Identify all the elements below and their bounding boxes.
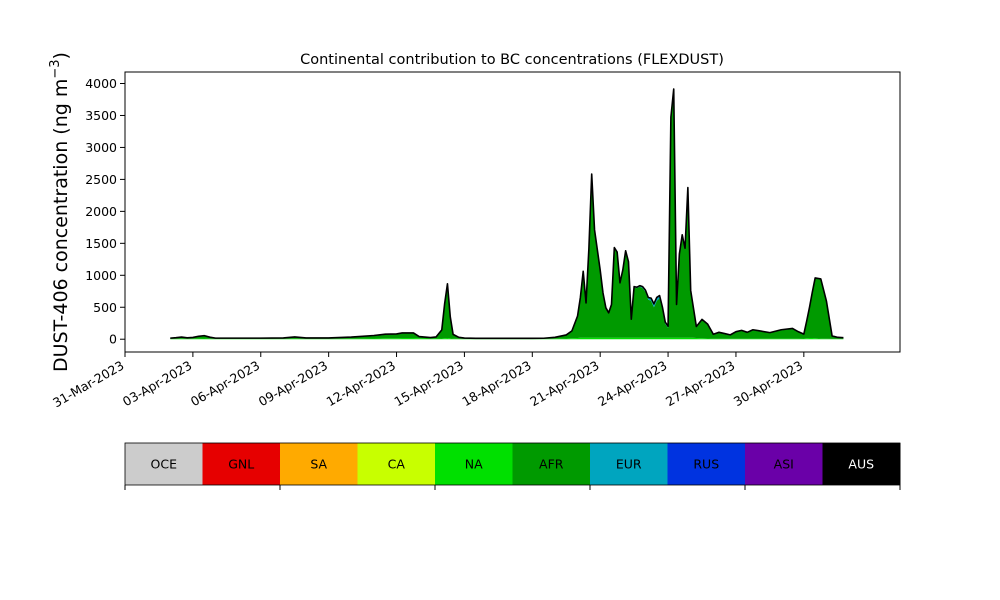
y-tick-label: 2500	[85, 172, 117, 187]
colorbar-label: SA	[310, 457, 327, 472]
y-axis-label-main: DUST-406 concentration (ng m	[50, 79, 72, 372]
colorbar-frame	[124, 442, 901, 486]
colorbar-label: EUR	[616, 457, 642, 472]
y-axis-label-close: )	[50, 52, 72, 59]
series-total-line	[170, 88, 844, 340]
colorbar-label: AUS	[848, 457, 874, 472]
area-series-afr	[170, 89, 844, 339]
colorbar-label: ASI	[774, 457, 794, 472]
continent-colorbar: OCE GNL SA CA NA AFR EUR RUS ASI AUS	[124, 442, 901, 490]
y-tick-label: 3000	[85, 140, 117, 155]
y-tick-label: 0	[109, 332, 117, 347]
chart-title: Continental contribution to BC concentra…	[300, 52, 724, 68]
area-series-na	[170, 337, 844, 340]
colorbar-label: OCE	[151, 457, 178, 472]
colorbar-swatch-rus	[667, 443, 746, 485]
colorbar-swatch-aus	[822, 443, 901, 485]
colorbar-label: NA	[465, 457, 483, 472]
y-tick-label: 2000	[85, 204, 117, 219]
y-tick-label: 1000	[85, 268, 117, 283]
y-tick-label: 4000	[85, 76, 117, 91]
colorbar-swatch-oce	[125, 443, 203, 485]
y-tick-label: 3500	[85, 108, 117, 123]
colorbar-label: AFR	[539, 457, 564, 472]
y-axis-label-exponent: −3	[48, 59, 63, 78]
y-axis-label: DUST-406 concentration (ng m−3)	[48, 52, 72, 372]
colorbar-label: RUS	[693, 457, 719, 472]
colorbar-label: CA	[388, 457, 406, 472]
plot-frame	[124, 71, 901, 353]
colorbar-swatch-afr	[512, 443, 591, 485]
colorbar-swatch-eur	[590, 443, 668, 485]
colorbar-label: GNL	[228, 457, 254, 472]
colorbar-swatch-sa	[280, 443, 358, 485]
colorbar-swatch-asi	[745, 443, 823, 485]
y-tick-label: 500	[93, 300, 117, 315]
colorbar-swatch-na	[435, 443, 513, 485]
colorbar-swatch-gnl	[202, 443, 281, 485]
y-axis-ticks: 0 500 1000 1500 2000 2500 3000 3500 4000	[85, 76, 125, 347]
y-tick-label: 1500	[85, 236, 117, 251]
colorbar-swatch-ca	[357, 443, 436, 485]
stacked-areas	[170, 89, 844, 340]
